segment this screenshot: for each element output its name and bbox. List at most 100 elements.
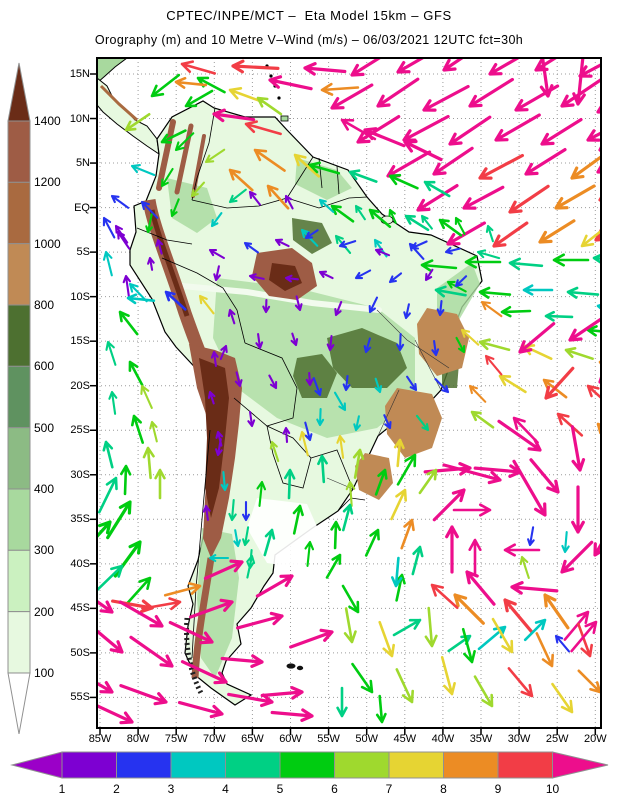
wind-arrow: [598, 195, 601, 202]
wind-arrow: [129, 635, 174, 668]
wind-arrow: [318, 270, 334, 280]
oro-patch-east-coast: [437, 263, 480, 320]
wind-arrow: [97, 628, 124, 654]
wind-arrow: [228, 87, 264, 103]
wind-arrow: [131, 414, 144, 444]
lon-label: 25W: [545, 733, 569, 745]
wind-scale-label: 3: [167, 782, 175, 796]
wind-arrow: [432, 488, 466, 522]
wind-arrow: [570, 620, 598, 653]
wind-arrow: [292, 504, 304, 535]
wind-arrow: [124, 113, 151, 132]
wind-arrow: [374, 468, 388, 496]
wind-arrow: [508, 184, 550, 214]
andes-altiplano-core: [199, 358, 229, 518]
wind-arrow: [352, 448, 365, 479]
wind-arrow: [204, 148, 226, 164]
wind-arrow: [512, 416, 539, 444]
lat-label: 55S: [70, 691, 90, 704]
lat-label: 40S: [70, 557, 90, 570]
wind-arrow: [160, 167, 174, 188]
wind-arrow: [596, 163, 601, 174]
wind-arrow: [440, 656, 456, 696]
wind-arrow: [444, 246, 461, 255]
wind-arrow: [118, 310, 139, 336]
oro-patch-south-tan: [355, 453, 393, 500]
wind-arrow: [102, 250, 113, 277]
wind-arrow: [308, 161, 341, 175]
wind-arrow: [97, 520, 112, 539]
wind-arrow: [255, 333, 264, 350]
wind-arrow: [480, 300, 503, 318]
wind-scale-label: 10: [545, 782, 560, 796]
orography-scale-label: 1000: [34, 236, 61, 251]
wind-arrow: [142, 446, 155, 480]
wind-arrow: [120, 464, 132, 496]
wind-arrow: [568, 317, 601, 342]
wind-arrow: [524, 148, 567, 176]
state-borders: [326, 309, 450, 490]
wind-arrow: [395, 668, 414, 704]
wind-arrow: [563, 610, 590, 641]
wind-arrow: [485, 224, 494, 243]
wind-scale-label: 6: [331, 782, 338, 796]
lat-label: 45S: [70, 602, 90, 615]
wind-arrow: [374, 248, 391, 257]
wind-arrow: [478, 338, 511, 352]
oro-patch-matogrosso-dark: [293, 354, 337, 398]
wind-arrow: [320, 82, 360, 96]
wind-arrow: [342, 503, 354, 532]
wind-arrow: [529, 458, 560, 494]
wind-arrow: [220, 654, 264, 668]
wind-arrow: [304, 540, 315, 567]
wind-arrow: [570, 154, 601, 180]
wind-arrow: [418, 468, 438, 495]
wind-arrow: [248, 190, 261, 206]
orography-scale-label: 100: [34, 665, 55, 680]
wind-arrow: [390, 488, 407, 521]
lon-label: 20W: [583, 733, 607, 745]
wind-arrow: [561, 531, 570, 554]
wind-arrow: [415, 414, 430, 432]
wind-arrow: [468, 538, 482, 576]
wind-arrow: [596, 103, 601, 114]
wind-arrow: [318, 198, 335, 214]
wind-arrow: [442, 58, 465, 72]
wind-arrow: [266, 184, 290, 210]
lon-label: 75W: [164, 733, 188, 745]
wind-arrow: [543, 593, 570, 630]
wind-arrow: [391, 556, 403, 588]
wind-arrow: [424, 268, 434, 282]
wind-arrow: [354, 269, 372, 280]
lon-label: 35W: [469, 733, 493, 745]
wind-arrow: [128, 360, 144, 387]
wind-arrow: [342, 375, 351, 392]
wind-arrow: [551, 682, 574, 714]
wind-arrow: [442, 463, 502, 485]
wind-arrow: [154, 468, 166, 500]
wind-arrow: [303, 62, 347, 76]
wind-arrow: [453, 593, 485, 625]
wind-arrow: [293, 153, 321, 178]
wind-arrow: [110, 194, 130, 209]
wind-arrow: [540, 118, 583, 146]
wind-arrow: [364, 528, 380, 557]
wind-arrow: [244, 120, 282, 136]
orography-colorbar: [7, 62, 31, 735]
page-title: CPTEC/INPE/MCT – Eta Model 15km – GFS: [166, 8, 452, 23]
wind-arrow: [140, 384, 153, 409]
lon-label: 85W: [88, 733, 112, 745]
wind-arrow: [325, 553, 342, 579]
wind-arrow: [212, 108, 256, 123]
wind-arrow: [571, 485, 585, 534]
andes-south: [191, 557, 215, 679]
wind-arrow: [220, 471, 229, 492]
wind-arrow: [598, 144, 601, 152]
wind-arrow: [388, 272, 403, 284]
wind-arrow: [436, 300, 445, 317]
wind-arrow: [255, 574, 294, 598]
lat-label: 5S: [76, 246, 90, 259]
lon-label: 60W: [279, 733, 302, 745]
wind-arrow: [284, 468, 296, 500]
wind-scale-label: 4: [222, 782, 229, 796]
